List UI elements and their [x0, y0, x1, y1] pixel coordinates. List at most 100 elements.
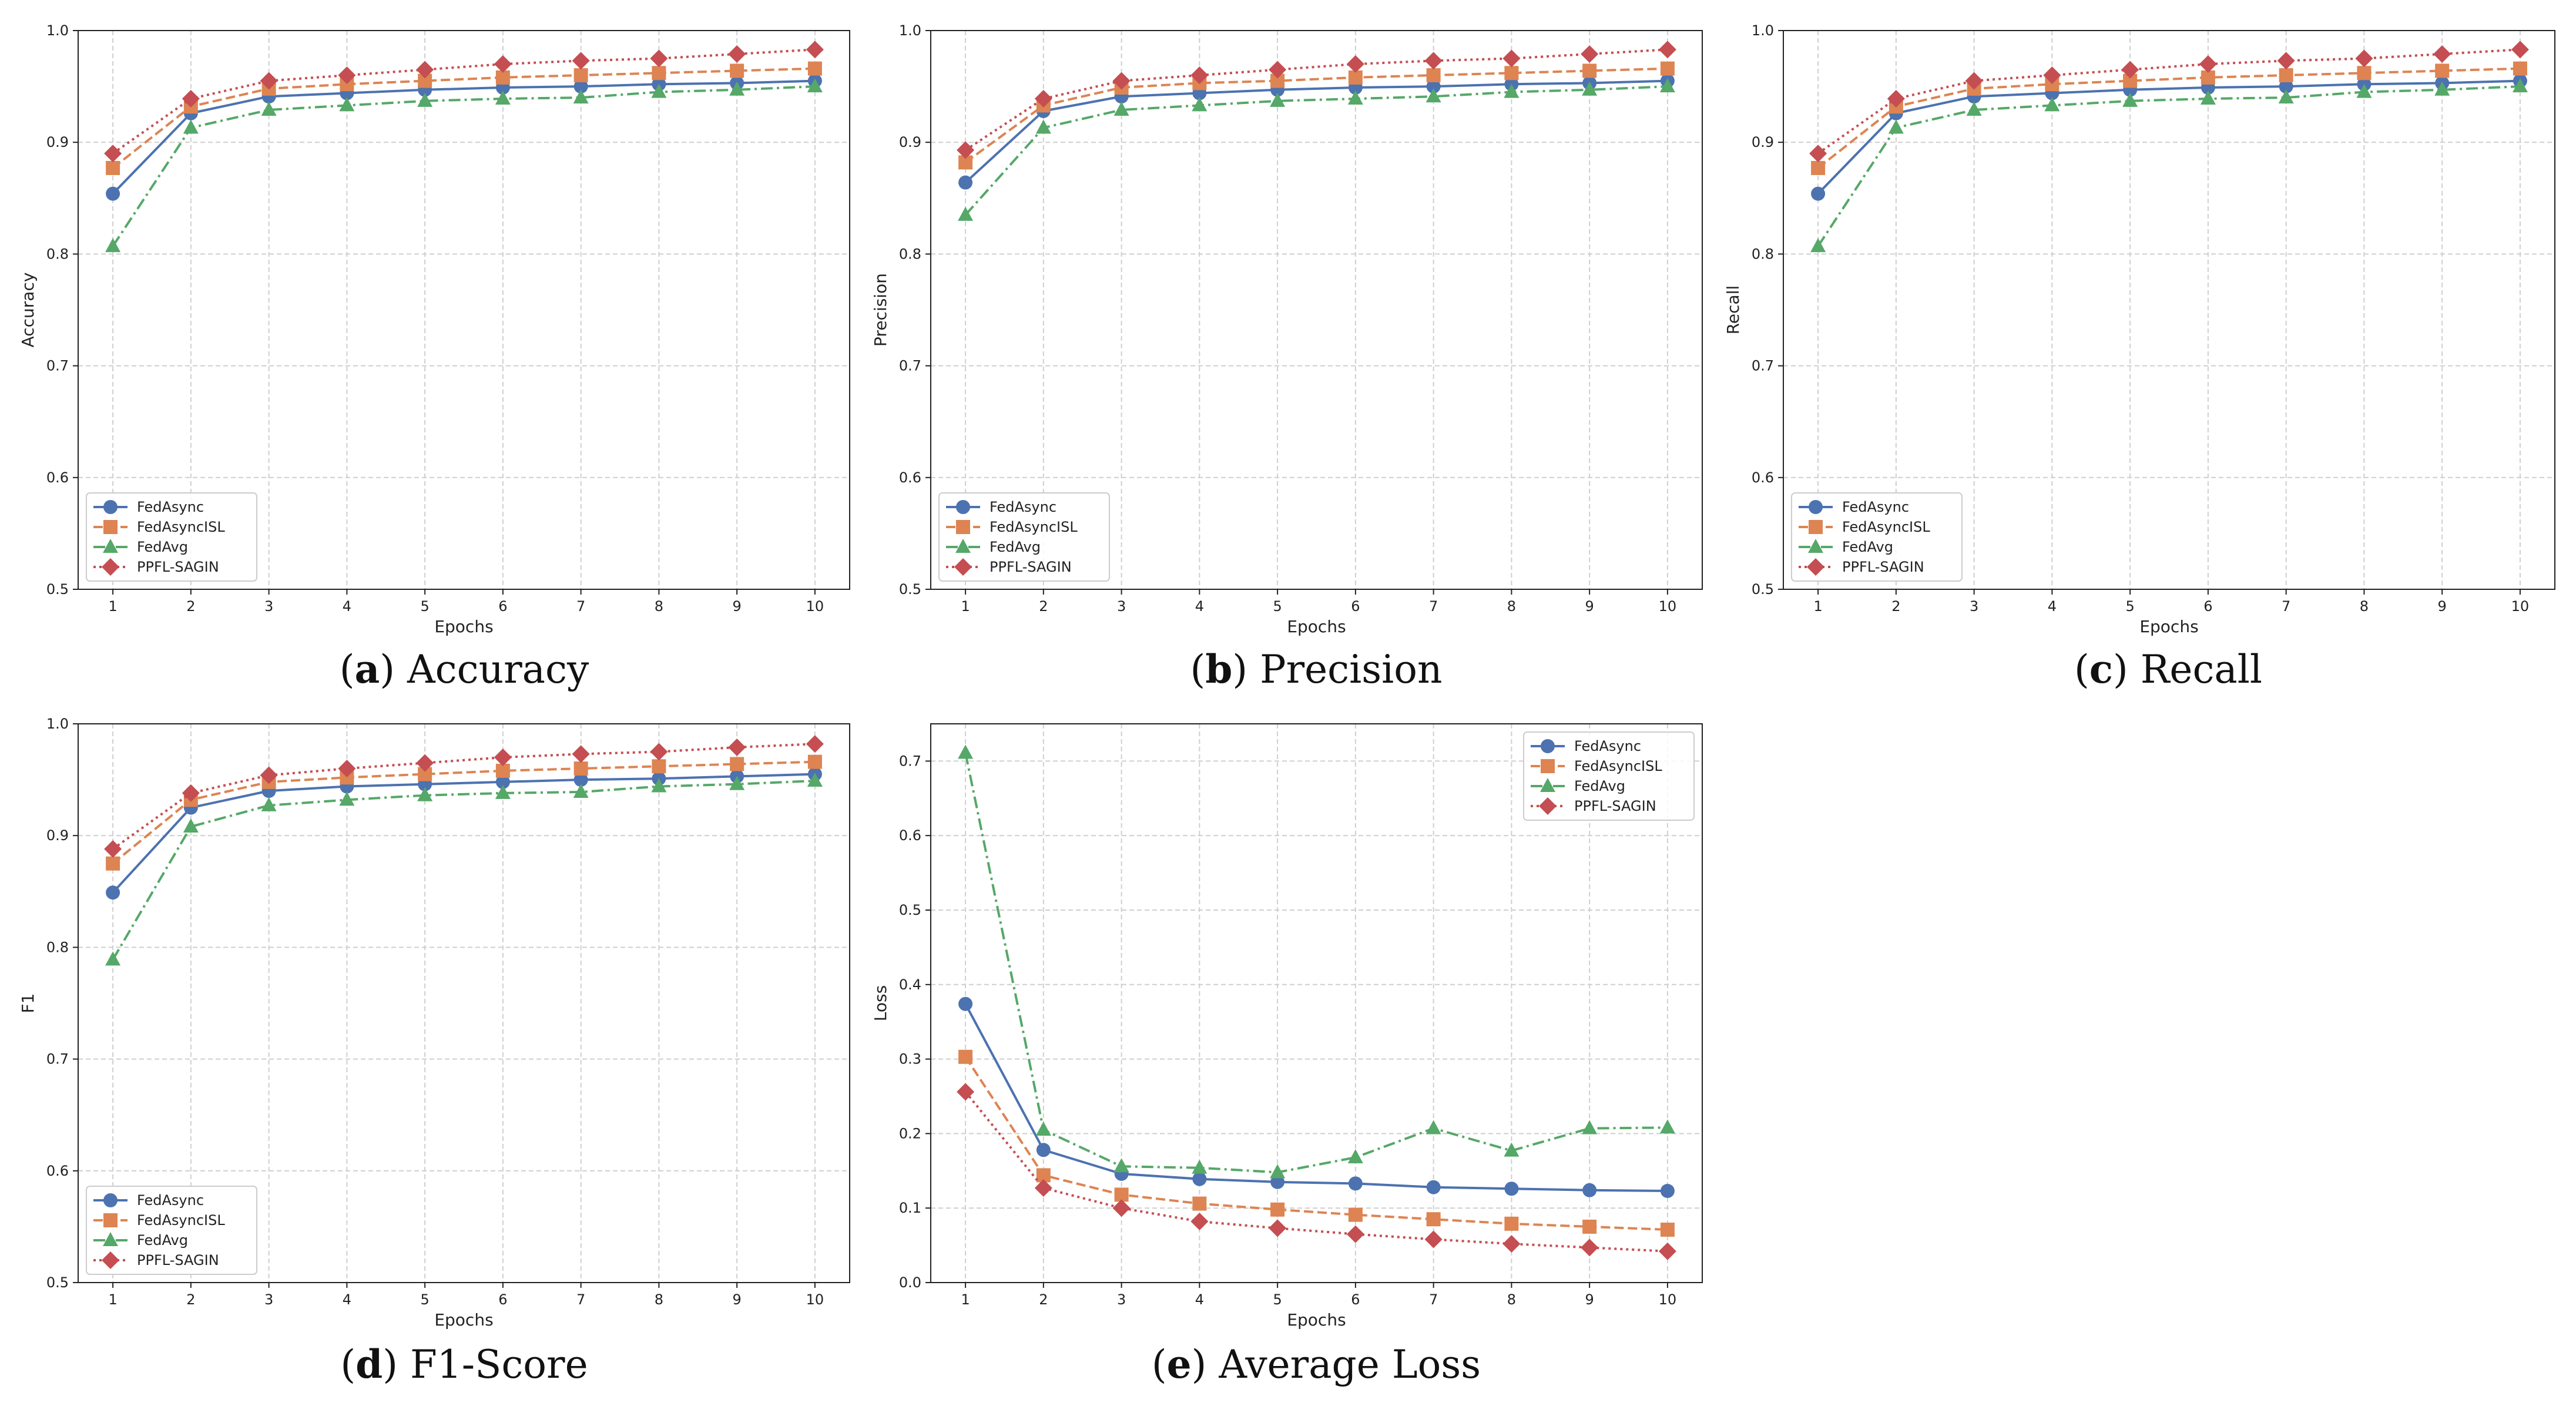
data-point-fedasync — [573, 773, 588, 787]
series-line-fedavg — [1817, 85, 2521, 247]
data-point-fedasyncisl — [1270, 1202, 1285, 1217]
y-tick-label: 0.9 — [899, 134, 921, 150]
data-point-fedavg — [2512, 78, 2528, 93]
data-point-ppfl — [104, 840, 122, 858]
data-point-ppfl — [1034, 90, 1052, 108]
data-point-fedasyncisl — [958, 1049, 973, 1064]
data-point-fedasyncisl — [2435, 63, 2450, 78]
legend-box — [938, 492, 1110, 582]
data-point-fedavg — [105, 238, 121, 253]
data-point-ppfl — [1581, 1239, 1599, 1257]
series-line-fedavg — [964, 753, 1668, 1174]
series-fedasync — [958, 996, 1675, 1199]
series-line-fedavg — [112, 780, 816, 961]
data-point-ppfl — [2199, 55, 2217, 73]
x-tick-label: 5 — [2125, 598, 2134, 615]
legend: FedAsync FedAsyncISL FedAvg PPFL-SAGIN — [1523, 731, 1695, 821]
x-tick-label: 5 — [420, 1291, 429, 1308]
data-point-fedavg — [651, 778, 667, 793]
data-point-fedavg — [651, 83, 667, 98]
legend-label-ppfl: PPFL-SAGIN — [137, 1252, 219, 1268]
y-axis-label: F1 — [18, 994, 38, 1013]
caption-letter: d — [355, 1341, 383, 1387]
data-point-ppfl — [806, 735, 824, 753]
data-point-ppfl — [104, 145, 122, 163]
legend-label-fedasync: FedAsync — [137, 499, 204, 515]
series-fedasyncisl — [106, 754, 822, 871]
y-tick-label: 0.7 — [899, 358, 921, 374]
x-tick-label: 3 — [1970, 598, 1978, 615]
data-point-fedasyncisl — [2357, 66, 2372, 80]
data-point-fedasync — [958, 996, 973, 1011]
caption-letter: c — [2089, 646, 2113, 692]
data-point-ppfl — [957, 1083, 975, 1101]
x-tick-label: 10 — [2511, 598, 2530, 615]
y-tick-label: 0.1 — [899, 1200, 921, 1216]
y-tick-label: 0.8 — [899, 246, 921, 262]
y-tick-label: 0.8 — [46, 939, 69, 955]
legend-label-fedavg: FedAvg — [137, 539, 188, 555]
chart-loss: 1 2 3 4 5 6 7 8 9 10 0.0 0.1 0.2 0.3 0.4 0.5 0.6 0.7 Epoch… — [871, 723, 1703, 1387]
data-point-ppfl — [2043, 66, 2061, 85]
data-point-fedasync — [1660, 1184, 1675, 1199]
series-line-fedasync — [964, 79, 1668, 184]
x-tick-label: 4 — [343, 598, 351, 615]
data-point-ppfl — [182, 784, 200, 802]
x-tick-label: 1 — [961, 598, 970, 615]
x-tick-label: 4 — [1195, 1291, 1204, 1308]
legend: FedAsync FedAsyncISL FedAvg PPFL-SAGIN — [938, 492, 1110, 582]
x-tick-label: 8 — [655, 1291, 663, 1308]
data-point-fedasyncisl — [1348, 1207, 1363, 1222]
data-point-fedavg — [261, 102, 277, 116]
data-point-fedavg — [105, 951, 121, 966]
data-point-fedasync — [1192, 1172, 1207, 1186]
data-point-ppfl — [806, 41, 824, 59]
x-tick-label: 10 — [1659, 1291, 1677, 1308]
series-line-ppfl — [112, 48, 816, 155]
series-ppfl — [104, 735, 824, 858]
series-line-fedavg — [112, 85, 816, 247]
x-tick-label: 2 — [1039, 1291, 1048, 1308]
series-line-fedasyncisl — [112, 67, 815, 169]
data-point-ppfl — [2121, 61, 2139, 79]
x-tick-label: 8 — [655, 598, 663, 615]
x-tick-label: 6 — [498, 1291, 507, 1308]
x-axis-label: Epochs — [2139, 617, 2198, 636]
series-line-fedasync — [112, 79, 815, 195]
data-point-ppfl — [1658, 1242, 1676, 1260]
legend-label-fedavg: FedAvg — [1842, 539, 1893, 555]
data-point-ppfl — [1965, 72, 1983, 90]
data-point-fedavg — [417, 787, 433, 801]
data-point-fedasyncisl — [1426, 68, 1441, 83]
series-line-fedasync — [964, 1003, 1668, 1193]
data-point-fedasyncisl — [1811, 160, 1826, 175]
data-point-fedasyncisl — [2513, 61, 2527, 76]
data-point-ppfl — [494, 55, 512, 73]
series-ppfl — [104, 41, 824, 163]
x-axis-label: Epochs — [1287, 617, 1346, 636]
y-tick-label: 0.8 — [1752, 246, 1774, 262]
data-point-fedasync — [1504, 1182, 1519, 1196]
data-point-ppfl — [182, 90, 200, 108]
series-line-fedasyncisl — [112, 760, 815, 865]
data-point-ppfl — [494, 749, 512, 767]
data-point-fedavg — [1425, 1120, 1441, 1135]
data-point-ppfl — [1809, 145, 1827, 163]
legend-label-fedasync: FedAsync — [137, 1192, 204, 1209]
legend-label-ppfl: PPFL-SAGIN — [1842, 559, 1924, 575]
data-point-fedasyncisl — [1660, 1222, 1675, 1237]
x-axis-label: Epochs — [434, 617, 493, 636]
x-tick-label: 10 — [1659, 598, 1677, 615]
x-tick-label: 4 — [343, 1291, 351, 1308]
data-point-fedavg — [2044, 97, 2060, 112]
data-point-ppfl — [1424, 52, 1443, 70]
data-point-fedasync — [106, 186, 120, 201]
legend-label-fedavg: FedAvg — [1574, 778, 1625, 794]
caption-text: F1-Score — [410, 1342, 588, 1387]
y-tick-label: 0.9 — [1752, 134, 1774, 150]
y-tick-label: 0.6 — [46, 1163, 69, 1179]
data-point-ppfl — [650, 743, 668, 761]
legend-marker-fedasyncisl — [103, 1213, 118, 1227]
series-fedavg — [1810, 78, 2528, 253]
